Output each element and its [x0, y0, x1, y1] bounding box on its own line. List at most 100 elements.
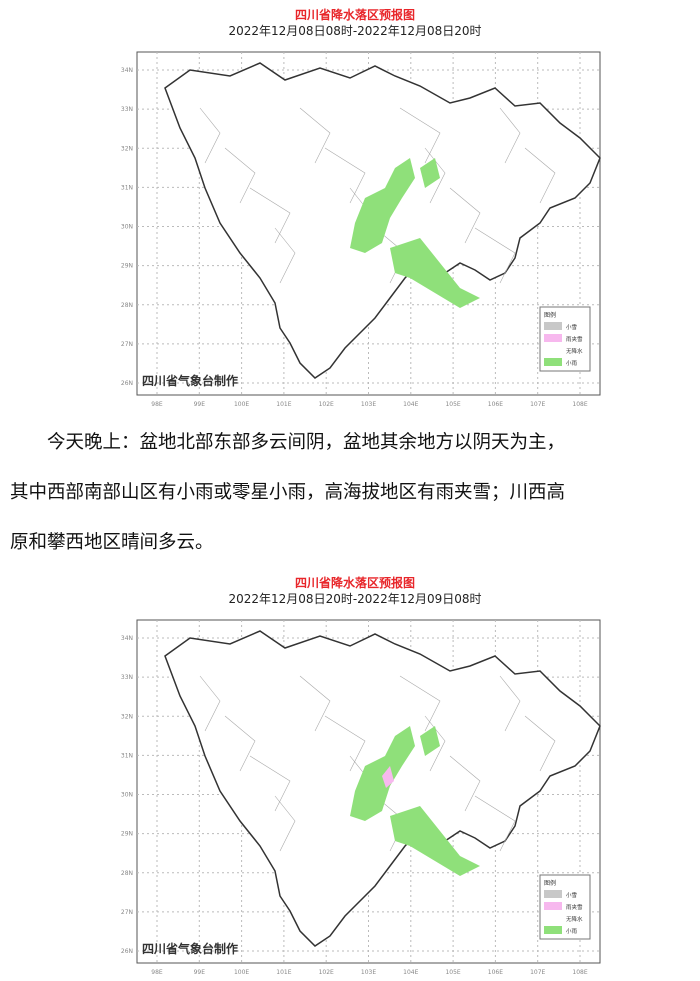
x-tick-label: 102E	[319, 401, 334, 408]
y-tick-label: 34N	[121, 635, 133, 642]
y-tick-label: 29N	[121, 263, 133, 270]
x-tick-label: 107E	[530, 969, 545, 976]
x-tick-label: 106E	[488, 969, 503, 976]
county-boundary	[224, 715, 256, 772]
x-tick-label: 108E	[572, 969, 587, 976]
county-boundary	[199, 675, 221, 732]
legend-label: 无降水	[566, 347, 583, 355]
x-tick-label: 103E	[361, 401, 376, 408]
map-svg: 98E 99E 100E 101E 102E 103E 104E 105E 106E 107E 10…	[121, 51, 601, 408]
legend-label: 小雨	[566, 927, 578, 935]
y-tick-label: 26N	[121, 948, 133, 955]
x-tick-label: 106E	[488, 401, 503, 408]
x-tick-label: 102E	[319, 969, 334, 976]
map-subtitle: 2022年12月08日20时-2022年12月09日08时	[228, 592, 482, 606]
legend-swatch	[544, 914, 562, 922]
legend-title: 图例	[544, 879, 556, 887]
legend-swatch	[544, 902, 562, 910]
x-tick-label: 98E	[151, 969, 163, 976]
y-tick-label: 34N	[121, 67, 133, 74]
county-boundary	[449, 755, 481, 812]
legend-swatch	[544, 322, 562, 330]
y-tick-label: 28N	[121, 302, 133, 309]
legend-label: 无降水	[566, 915, 583, 923]
x-tick-label: 105E	[445, 401, 460, 408]
legend-label: 小雪	[566, 323, 578, 331]
light-rain-area	[390, 806, 480, 876]
county-boundary	[324, 715, 366, 772]
county-boundary	[274, 795, 296, 852]
light-rain-area	[350, 158, 415, 253]
y-tick-label: 32N	[121, 713, 133, 720]
county-boundary	[424, 147, 446, 204]
county-boundary	[499, 107, 521, 164]
map-title: 四川省降水落区预报图	[294, 576, 415, 590]
light-rain-area	[390, 238, 480, 308]
y-tick-label: 33N	[121, 674, 133, 681]
x-tick-label: 107E	[530, 401, 545, 408]
county-boundary	[249, 755, 291, 812]
county-boundary	[249, 187, 291, 244]
x-tick-label: 105E	[445, 969, 460, 976]
light-rain-area	[420, 726, 440, 756]
y-tick-label: 33N	[121, 106, 133, 113]
y-tick-label: 27N	[121, 909, 133, 916]
forecast-text-line-1: 今天晚上：盆地北部东部多云间阴，盆地其余地方以阴天为主，	[47, 432, 566, 453]
legend-swatch	[544, 926, 562, 934]
map-credit: 四川省气象台制作	[142, 941, 238, 956]
legend-swatch	[544, 334, 562, 342]
forecast-text-line-2: 其中西部南部山区有小雨或零星小雨，高海拔地区有雨夹雪；川西高	[10, 482, 566, 503]
x-tick-label: 101E	[276, 401, 291, 408]
legend-label: 小雪	[566, 891, 578, 899]
light-rain-area	[420, 158, 440, 188]
map-credit: 四川省气象台制作	[142, 373, 238, 388]
sichuan-map	[164, 62, 601, 379]
x-tick-label: 108E	[572, 401, 587, 408]
y-tick-label: 31N	[121, 752, 133, 759]
county-boundary	[224, 147, 256, 204]
county-boundary	[299, 675, 331, 732]
county-boundary	[474, 795, 516, 852]
map-subtitle: 2022年12月08日08时-2022年12月08日20时	[228, 24, 482, 38]
county-boundary	[449, 187, 481, 244]
y-tick-label: 26N	[121, 380, 133, 387]
county-boundary	[424, 715, 446, 772]
sichuan-map	[164, 630, 601, 947]
county-boundary	[399, 107, 441, 164]
forecast-text-line-3: 原和攀西地区晴间多云。	[10, 532, 214, 553]
legend-title: 图例	[544, 311, 556, 319]
x-tick-label: 98E	[151, 401, 163, 408]
legend-label: 小雨	[566, 359, 578, 367]
y-tick-label: 27N	[121, 341, 133, 348]
legend-label: 雨夹雪	[566, 335, 583, 343]
county-boundary	[474, 227, 516, 284]
x-tick-label: 104E	[403, 969, 418, 976]
x-tick-label: 104E	[403, 401, 418, 408]
county-boundary	[274, 227, 296, 284]
x-tick-label: 100E	[234, 969, 249, 976]
legend-swatch	[544, 346, 562, 354]
county-boundary	[199, 107, 221, 164]
county-boundary	[524, 147, 556, 204]
legend-swatch	[544, 890, 562, 898]
county-boundary	[299, 107, 331, 164]
x-tick-label: 99E	[194, 969, 206, 976]
x-tick-label: 99E	[194, 401, 206, 408]
legend-label: 雨夹雪	[566, 903, 583, 911]
sleet-area	[382, 766, 394, 788]
county-boundary	[324, 147, 366, 204]
y-tick-label: 30N	[121, 792, 133, 799]
x-tick-label: 101E	[276, 969, 291, 976]
county-boundary	[524, 715, 556, 772]
y-tick-label: 31N	[121, 184, 133, 191]
y-tick-label: 29N	[121, 831, 133, 838]
map-title: 四川省降水落区预报图	[294, 8, 415, 22]
y-tick-label: 30N	[121, 224, 133, 231]
x-tick-label: 100E	[234, 401, 249, 408]
y-tick-label: 32N	[121, 145, 133, 152]
y-tick-label: 28N	[121, 870, 133, 877]
county-boundary	[399, 675, 441, 732]
legend-swatch	[544, 358, 562, 366]
light-rain-area	[350, 726, 415, 821]
x-tick-label: 103E	[361, 969, 376, 976]
